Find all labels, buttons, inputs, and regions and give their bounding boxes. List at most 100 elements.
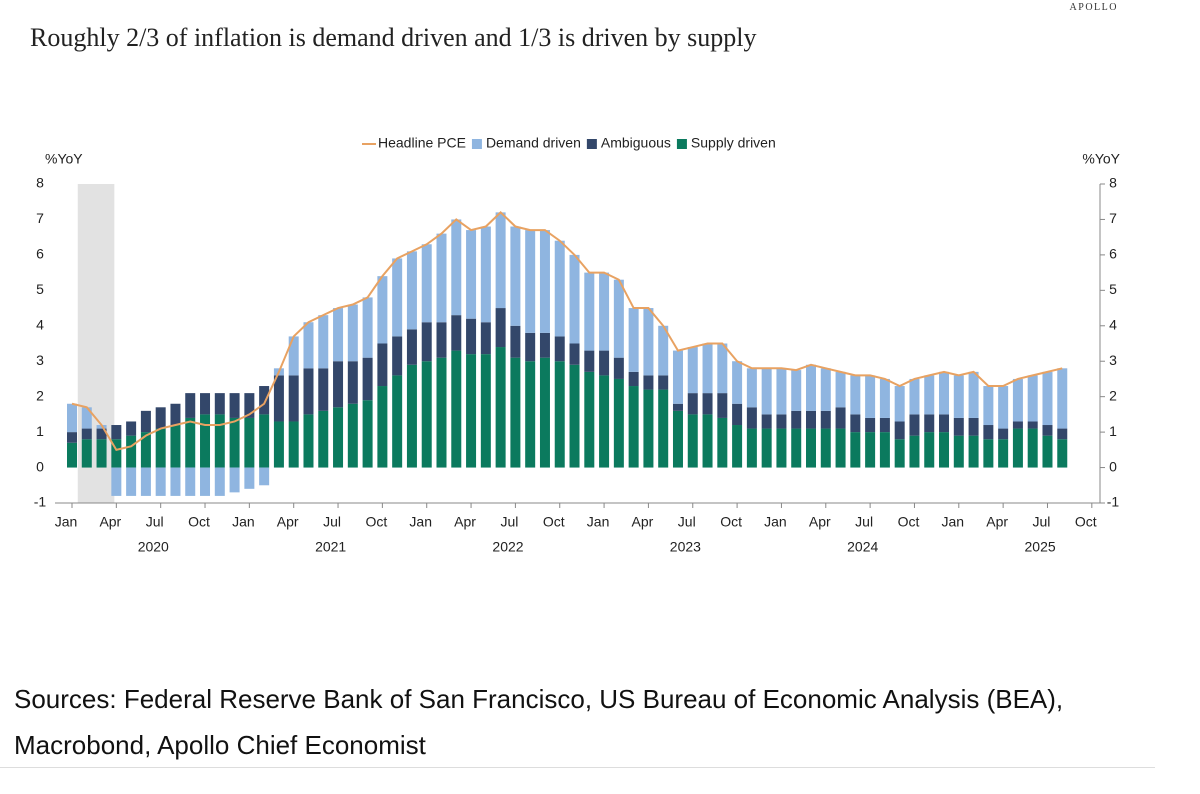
- bar-segment: [229, 467, 240, 493]
- bar-segment: [510, 357, 521, 468]
- bar-segment: [968, 417, 979, 436]
- bar-segment: [717, 417, 728, 468]
- bar-segment: [879, 432, 890, 468]
- y2-tick-label: 7: [1109, 210, 1117, 226]
- x-tick-label: Jan: [942, 514, 965, 530]
- bar-segment: [746, 368, 757, 408]
- bar-segment: [569, 364, 580, 468]
- bar-segment: [185, 393, 196, 418]
- bar-segment: [998, 439, 1009, 468]
- bar-segment: [1057, 428, 1068, 440]
- bar-segment: [924, 375, 935, 415]
- bar-segment: [185, 467, 196, 496]
- bar-segment: [288, 375, 299, 422]
- bar-segment: [761, 428, 772, 468]
- bar-segment: [67, 442, 77, 468]
- legend-swatch: [676, 139, 687, 149]
- brand: APOLLO: [1069, 2, 1118, 13]
- bar-segment: [539, 230, 550, 333]
- bar-segment: [776, 368, 787, 415]
- bar-segment: [495, 212, 506, 309]
- x-tick-label: Oct: [543, 514, 565, 530]
- x-tick-label: Apr: [277, 514, 299, 530]
- bar-segment: [214, 393, 225, 415]
- y2-tick-label: 2: [1109, 387, 1117, 403]
- line: [71, 210, 1063, 451]
- x-tick-label: Apr: [986, 514, 1008, 530]
- year-label: 2023: [670, 539, 701, 555]
- bar-segment: [126, 467, 137, 496]
- year-label: 2024: [847, 539, 878, 555]
- x-tick-label: Apr: [809, 514, 831, 530]
- y2-tick-label: 1: [1109, 423, 1117, 439]
- bar-segment: [850, 375, 861, 415]
- bar-segment: [525, 361, 536, 468]
- bar-segment: [835, 371, 846, 408]
- y2-axis-label: %YoY: [1082, 151, 1120, 167]
- x-tick-label: Apr: [454, 514, 476, 530]
- bar-segment: [406, 329, 417, 365]
- bar-segment: [421, 361, 432, 468]
- bar-segment: [392, 375, 403, 468]
- bar-segment: [96, 428, 107, 440]
- x-tick-label: Jul: [678, 514, 696, 530]
- bar-segment: [200, 467, 211, 496]
- bar-segment: [259, 414, 270, 468]
- bar-segment: [968, 435, 979, 468]
- bar-segment: [672, 350, 683, 404]
- y-tick-label: 3: [36, 352, 44, 368]
- bar-segment: [865, 417, 876, 433]
- bar-segment: [879, 417, 890, 433]
- bar-segment: [820, 410, 831, 429]
- bar-segment: [155, 407, 166, 429]
- bar-segment: [303, 414, 314, 468]
- bar-segment: [569, 343, 580, 365]
- bar-segment: [628, 308, 639, 372]
- bar-segment: [303, 368, 314, 415]
- bar-segment: [318, 315, 329, 369]
- bar-segment: [362, 400, 373, 468]
- bar-segment: [628, 371, 639, 387]
- bar-segment: [554, 336, 565, 362]
- bar-segment: [392, 258, 403, 337]
- bar-segment: [672, 403, 683, 411]
- bar-segment: [835, 407, 846, 429]
- bar-segment: [466, 354, 477, 468]
- bar-segment: [584, 272, 595, 351]
- bar-segment: [554, 361, 565, 468]
- x-tick-label: Apr: [632, 514, 654, 530]
- x-tick-label: Jan: [232, 514, 255, 530]
- y-tick-label: 4: [36, 316, 44, 332]
- bar-segment: [806, 428, 816, 468]
- bar-segment: [140, 467, 151, 496]
- bar-segment: [894, 386, 905, 422]
- bar-segment: [939, 432, 950, 468]
- bar-segment: [377, 343, 388, 387]
- x-tick-label: Jan: [55, 514, 78, 530]
- bar-segment: [525, 332, 536, 362]
- bar-segment: [732, 425, 743, 468]
- bar-segment: [894, 421, 905, 440]
- bar-segment: [1012, 378, 1023, 422]
- bar-segment: [613, 279, 624, 358]
- bar-segment: [569, 254, 580, 344]
- bar-segment: [746, 407, 757, 429]
- bar-segment: [81, 428, 92, 440]
- bar-segment: [480, 354, 491, 468]
- bar-segment: [1057, 368, 1068, 429]
- bar-segment: [480, 226, 491, 323]
- bar-segment: [170, 467, 181, 496]
- bar-segment: [539, 357, 550, 468]
- chart: Roughly 2/3 of inflation is demand drive…: [30, 23, 1121, 555]
- bar-segment: [702, 343, 713, 394]
- bar-segment: [983, 386, 994, 426]
- bar-segment: [436, 233, 447, 323]
- bar-segment: [1042, 371, 1053, 426]
- bar-segment: [806, 364, 816, 411]
- bar-segment: [1042, 435, 1053, 468]
- x-tick-label: Jan: [409, 514, 432, 530]
- bar-segment: [126, 435, 137, 468]
- bar-segment: [776, 414, 787, 429]
- bar-segment: [170, 403, 181, 426]
